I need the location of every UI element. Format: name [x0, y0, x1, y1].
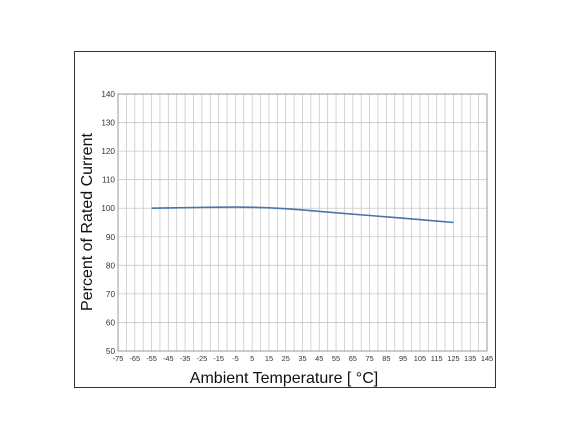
x-tick-label: 35 — [298, 354, 306, 363]
x-tick-label: 25 — [282, 354, 290, 363]
y-tick-label: 140 — [101, 90, 115, 99]
x-tick-label: -25 — [197, 354, 208, 363]
x-tick-label: 75 — [365, 354, 373, 363]
x-tick-label: 125 — [447, 354, 459, 363]
plot-border — [117, 93, 488, 352]
x-axis-title: Ambient Temperature [ °C] — [190, 370, 378, 387]
x-tick-label: 5 — [250, 354, 254, 363]
x-tick-label: 45 — [315, 354, 323, 363]
x-tick-label: 145 — [481, 354, 493, 363]
x-tick-label: -75 — [113, 354, 124, 363]
x-tick-label: -5 — [232, 354, 239, 363]
y-tick-label: 100 — [101, 204, 115, 213]
y-tick-label: 130 — [101, 119, 115, 128]
x-tick-label: 105 — [414, 354, 426, 363]
x-tick-label: 115 — [431, 354, 443, 363]
x-tick-label: 95 — [399, 354, 407, 363]
x-tick-label: -15 — [213, 354, 224, 363]
x-axis-ticks: -75 -65 -55 -45 -35 -25 -15 -5 5 15 25 35 45 55 65 75 85… — [113, 354, 494, 363]
x-tick-label: 15 — [265, 354, 273, 363]
x-tick-label: 85 — [382, 354, 390, 363]
y-tick-label: 80 — [106, 261, 116, 270]
y-axis-title: Percent of Rated Current — [79, 133, 96, 311]
x-tick-label: -45 — [163, 354, 174, 363]
y-tick-label: 70 — [106, 290, 116, 299]
x-tick-label: 55 — [332, 354, 340, 363]
x-tick-label: -65 — [129, 354, 140, 363]
y-axis-ticks: 50 60 70 80 90 100 110 120 130 140 — [101, 90, 115, 356]
y-tick-label: 50 — [106, 347, 116, 356]
x-tick-label: -35 — [180, 354, 191, 363]
series-layer — [151, 206, 454, 224]
y-tick-label: 120 — [101, 147, 115, 156]
x-tick-label: 135 — [464, 354, 476, 363]
series-line — [151, 206, 454, 224]
y-tick-label: 60 — [106, 318, 116, 327]
y-tick-label: 90 — [106, 233, 116, 242]
x-tick-label: 65 — [349, 354, 357, 363]
grid — [117, 93, 488, 352]
x-tick-label: -55 — [146, 354, 157, 363]
y-tick-label: 110 — [102, 176, 115, 185]
